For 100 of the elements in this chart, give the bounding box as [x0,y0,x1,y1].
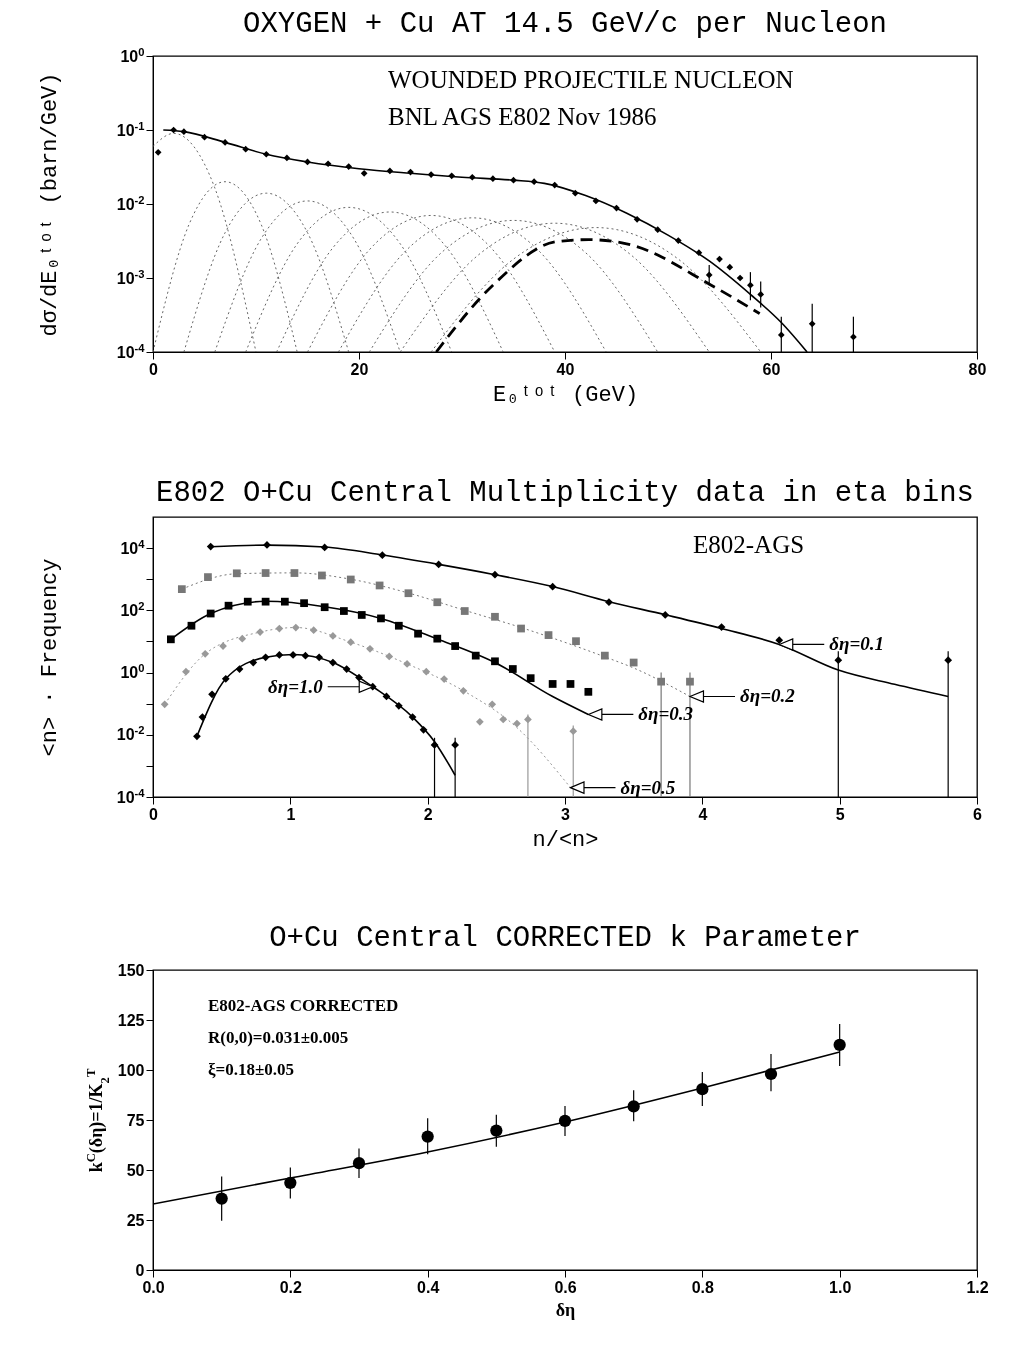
point [221,139,229,146]
y-tick-label: 100 [117,1061,145,1079]
annotation: BNL AGS E802 Nov 1986 [388,103,657,130]
point [850,333,857,341]
y-tick-label: 50 [126,1161,145,1179]
point [833,1038,846,1051]
point [262,150,270,158]
point [459,686,468,695]
point [366,644,374,653]
point [242,145,250,153]
point [342,665,351,673]
point [544,631,553,639]
point [705,271,713,279]
point [275,624,284,633]
point [160,700,169,709]
point [654,226,662,234]
y-tick-label: 0 [135,1261,145,1279]
x-tick-label: 3 [561,805,571,823]
annotation: WOUNDED PROJECTILE NUCLEON [388,66,794,93]
point [471,651,480,660]
point [346,638,355,647]
point [726,263,734,271]
point [301,651,310,660]
point [421,1130,434,1143]
point [944,656,953,665]
chart-title: O+Cu Central CORRECTED k Parameter [269,922,861,955]
point [548,680,557,688]
x-tick-label: 0.2 [279,1278,303,1296]
chart-title: OXYGEN + Cu AT 14.5 GeV/c per Nucleon [243,8,887,41]
x-tick-label: 0.8 [691,1278,715,1296]
x-axis-title: δη [555,1299,576,1320]
point [289,651,297,659]
y-tick-label: 10$^{-2}$ [116,193,145,213]
point [427,171,435,178]
point [558,1114,572,1127]
point [524,715,532,724]
point [475,717,484,726]
point [657,677,666,686]
point [490,1124,503,1137]
point [408,713,417,721]
point [834,656,843,665]
y-tick-label: 10$^{-3}$ [116,267,145,287]
point [419,725,428,734]
x-axis-title: E₀ᵗᵒᵗ (GeV) [492,382,639,408]
point [329,632,337,640]
point [352,1157,366,1170]
annotation: ξ=0.18±0.05 [208,1060,295,1079]
point [283,154,291,162]
point [320,543,329,552]
y-tick-label: 10$^{-4}$ [116,341,146,361]
y-tick-label: 10$^{0}$ [120,662,145,682]
point [695,249,703,257]
point [238,634,247,643]
annotation: E802-AGS CORRECTED [208,996,399,1015]
point [309,626,318,635]
point [232,569,241,578]
point [243,597,252,606]
y-tick-label: 150 [117,961,145,979]
point [275,651,284,659]
point [224,601,233,610]
point [377,614,385,623]
point [433,634,442,643]
x-tick-label: 1 [286,805,296,823]
point [422,667,431,676]
annotation: δη=0.5 [620,776,676,798]
point [491,657,499,666]
point [491,570,499,579]
y-tick-label: 25 [126,1211,145,1229]
point [674,237,682,244]
point [451,741,460,749]
y-axis-title: dσ/dE₀ᵗᵒᵗ (barn/GeV) [37,72,63,337]
point [717,623,726,631]
x-tick-label: 0.0 [142,1278,165,1296]
point [627,1100,640,1113]
point [256,628,264,636]
point [404,589,413,598]
point [808,320,816,328]
point [291,623,300,632]
point [571,189,579,197]
y-tick-label: 10$^{4}$ [120,537,146,557]
point [261,653,270,662]
point [357,611,366,619]
point [394,621,403,630]
point [775,636,784,645]
point [440,675,449,683]
point [177,585,186,594]
y-axis-title: <n> · Frequency [37,558,63,757]
annotation: E802-AGS [693,531,805,558]
point [206,542,215,551]
point [430,741,439,749]
point [600,651,609,660]
y-tick-label: 10$^{-4}$ [116,786,146,806]
point [315,653,324,662]
x-tick-label: 40 [556,360,575,378]
x-tick-label: 0 [149,360,159,378]
point [261,569,270,577]
point [696,1083,709,1096]
x-tick-label: 6 [973,805,983,823]
y-tick-label: 75 [126,1111,145,1129]
x-tick-label: 1.0 [829,1278,852,1296]
